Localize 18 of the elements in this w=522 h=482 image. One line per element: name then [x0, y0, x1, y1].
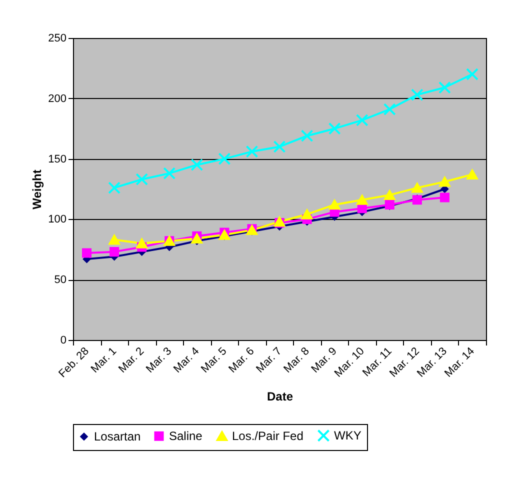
x-tick-label: Mar. 4	[172, 345, 202, 376]
y-tick-label: 50	[54, 274, 66, 286]
legend-label: Losartan	[94, 430, 141, 444]
legend-label: Saline	[169, 429, 203, 444]
x-tick-label: Mar. 8	[282, 345, 312, 376]
x-tick-label: Mar. 5	[199, 345, 230, 376]
x-tick-label: Mar. 6	[226, 345, 257, 376]
x-tick-label: Mar. 3	[144, 345, 174, 376]
y-tick-label: 100	[48, 214, 66, 226]
x-axis-title: Date	[266, 389, 294, 404]
legend-label: WKY	[334, 428, 362, 443]
y-tick-label: 0	[60, 334, 66, 346]
y-axis-title: Weight	[30, 170, 44, 210]
y-tick-label: 250	[48, 32, 66, 44]
y-tick-label: 200	[48, 92, 66, 105]
legend-label: Los./Pair Fed	[232, 429, 304, 444]
y-tick-label: 150	[48, 153, 66, 166]
x-tick-label: Mar. 7	[254, 345, 284, 376]
